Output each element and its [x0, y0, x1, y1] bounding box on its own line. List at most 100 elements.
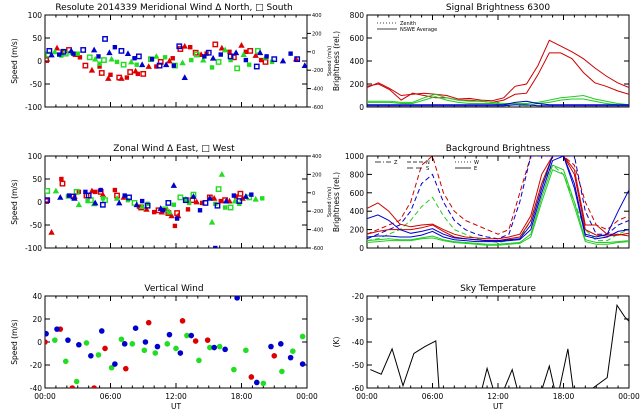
data-point-filled	[209, 65, 215, 70]
y2-tick-label: 200	[312, 172, 322, 178]
data-point-square	[98, 70, 105, 76]
data-point-filled	[218, 198, 223, 204]
data-point-filled	[249, 192, 254, 197]
data-point-triangle	[190, 193, 197, 199]
data-point-filled	[258, 57, 264, 63]
data-point	[45, 339, 48, 345]
data-point-triangle	[179, 59, 186, 66]
y2-tick-label: 400	[312, 154, 322, 160]
data-point-triangle	[118, 75, 125, 81]
data-point-filled	[160, 208, 166, 213]
data-point	[211, 344, 218, 351]
data-point-filled	[170, 56, 175, 61]
data-point-square	[82, 62, 89, 69]
data-point-triangle	[51, 48, 59, 55]
y-tick-label: 400	[350, 57, 365, 66]
data-point	[73, 378, 80, 385]
data-point-filled	[171, 202, 177, 207]
x-tick-label: 18:00	[553, 392, 575, 401]
data-point-filled	[112, 45, 118, 50]
y-tick-label: 800	[350, 11, 365, 20]
y-tick-label: 0	[359, 103, 364, 112]
data-point	[118, 336, 125, 343]
data-point-triangle	[88, 66, 96, 73]
data-point-triangle	[218, 171, 226, 177]
chart-title: Sky Temperature	[460, 284, 536, 294]
data-point-square	[101, 57, 107, 63]
plot-marks	[367, 39, 629, 107]
data-point-triangle	[90, 46, 98, 53]
data-point	[88, 353, 94, 359]
data-point-triangle	[200, 56, 207, 63]
y-tick-label: 200	[350, 226, 365, 235]
data-point-square	[99, 201, 106, 208]
data-point-filled	[71, 51, 76, 56]
data-point	[299, 361, 306, 367]
data-point	[184, 332, 190, 339]
y2-tick-label: 0	[312, 191, 315, 197]
chart-zonal: Zonal Wind Δ East, □ West 100 50 0 -50 -100 Sp…	[10, 144, 333, 253]
data-point-triangle	[53, 44, 61, 51]
y-axis-label: Speed (m/s)	[10, 319, 19, 365]
data-point	[132, 325, 139, 332]
data-point-filled	[135, 71, 140, 77]
data-point-square	[227, 204, 234, 211]
data-point-triangle	[182, 195, 190, 202]
x-tick-label: 00:00	[34, 392, 56, 401]
x-tick-label: 06:00	[100, 392, 122, 401]
y-tick-label: -50	[30, 221, 42, 230]
data-point-triangle	[231, 197, 239, 204]
series-line-blue-solid-2	[367, 156, 629, 243]
data-point-triangle	[153, 53, 160, 59]
series-line-blue-solid-1	[367, 156, 629, 242]
data-point	[222, 346, 228, 353]
data-point-filled	[98, 187, 103, 193]
data-point	[98, 328, 105, 334]
chart-title: Resolute 2014339 Meridional Wind Δ North…	[55, 3, 292, 13]
y-tick-label: 1000	[345, 152, 364, 161]
data-point-filled	[246, 62, 252, 67]
data-point-square	[236, 198, 243, 204]
series-line-red-solid-2	[367, 156, 629, 242]
data-point-triangle	[113, 194, 121, 201]
data-point-triangle	[166, 208, 173, 215]
y-axis-label: Speed (m/s)	[10, 38, 19, 84]
data-point-triangle	[279, 57, 287, 64]
y2-tick-label: -600	[312, 246, 323, 252]
data-point-triangle	[181, 42, 188, 49]
data-point	[287, 354, 294, 361]
y-tick-label: 40	[32, 292, 42, 301]
data-point-filled	[97, 64, 102, 69]
data-point-filled	[85, 198, 90, 204]
data-point-triangle	[48, 51, 55, 58]
data-point-filled	[124, 75, 130, 80]
data-point-filled	[139, 198, 145, 204]
data-point-triangle	[218, 44, 226, 51]
data-point-triangle	[128, 58, 135, 65]
data-point	[69, 385, 76, 388]
y-tick-label: 800	[350, 170, 365, 179]
data-point-filled	[243, 49, 249, 54]
data-point-triangle	[232, 49, 240, 56]
data-point-triangle	[138, 61, 146, 68]
data-point-square	[215, 59, 222, 65]
y-axis-label: Brightness (rel.)	[332, 172, 341, 232]
data-point-square	[205, 49, 212, 56]
data-point	[243, 347, 249, 354]
data-point-filled	[154, 64, 159, 69]
data-point-square	[214, 202, 221, 209]
data-point	[154, 343, 161, 350]
data-point-filled	[122, 193, 127, 198]
data-point-square	[176, 43, 183, 50]
data-point-filled	[202, 54, 207, 59]
data-point-square	[215, 186, 222, 193]
data-point-filled	[134, 62, 139, 67]
series-line-red-1	[367, 39, 629, 102]
y-tick-label: 0	[359, 244, 364, 253]
data-point-filled	[260, 196, 265, 201]
data-point-filled	[172, 223, 178, 229]
data-point-filled	[197, 208, 203, 213]
data-point-triangle	[166, 57, 173, 64]
y2-tick-label: 0	[312, 50, 315, 56]
